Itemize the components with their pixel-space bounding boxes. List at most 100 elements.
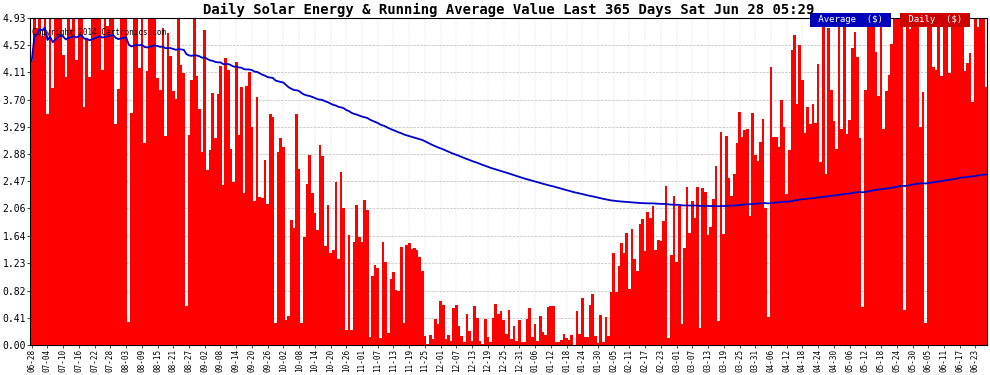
Bar bbox=[128, 321, 130, 345]
Bar bbox=[521, 342, 524, 345]
Bar bbox=[225, 58, 227, 345]
Bar bbox=[69, 30, 72, 345]
Bar bbox=[971, 102, 974, 345]
Bar bbox=[238, 135, 241, 345]
Bar bbox=[384, 262, 387, 345]
Bar bbox=[534, 324, 537, 345]
Bar bbox=[427, 344, 429, 345]
Bar bbox=[368, 336, 371, 345]
Bar bbox=[54, 13, 56, 345]
Bar bbox=[788, 150, 791, 345]
Bar bbox=[777, 147, 780, 345]
Bar bbox=[209, 150, 211, 345]
Bar bbox=[780, 100, 783, 345]
Bar bbox=[903, 310, 906, 345]
Bar bbox=[258, 197, 261, 345]
Bar bbox=[266, 204, 269, 345]
Bar bbox=[812, 104, 814, 345]
Bar bbox=[947, 73, 950, 345]
Bar bbox=[387, 333, 389, 345]
Bar bbox=[552, 306, 554, 345]
Bar bbox=[925, 323, 927, 345]
Bar bbox=[814, 123, 817, 345]
Bar bbox=[214, 138, 217, 345]
Bar bbox=[319, 145, 322, 345]
Bar bbox=[636, 271, 639, 345]
Bar bbox=[457, 326, 460, 345]
Bar bbox=[670, 255, 672, 345]
Bar bbox=[72, 17, 75, 345]
Bar bbox=[327, 205, 330, 345]
Bar bbox=[366, 210, 368, 345]
Bar bbox=[486, 337, 489, 345]
Bar bbox=[408, 243, 411, 345]
Bar bbox=[791, 50, 793, 345]
Bar bbox=[649, 218, 651, 345]
Bar bbox=[759, 141, 761, 345]
Bar bbox=[524, 342, 526, 345]
Bar bbox=[809, 124, 812, 345]
Bar bbox=[748, 216, 751, 345]
Bar bbox=[340, 172, 343, 345]
Bar bbox=[950, 13, 953, 345]
Bar bbox=[667, 338, 670, 345]
Bar bbox=[672, 196, 675, 345]
Bar bbox=[858, 138, 861, 345]
Bar bbox=[104, 13, 107, 345]
Bar bbox=[869, 13, 872, 345]
Bar bbox=[830, 90, 833, 345]
Bar bbox=[243, 193, 246, 345]
Bar bbox=[982, 13, 985, 345]
Bar bbox=[623, 253, 626, 345]
Bar bbox=[217, 94, 219, 345]
Bar bbox=[686, 188, 688, 345]
Bar bbox=[554, 342, 557, 345]
Bar bbox=[909, 29, 911, 345]
Bar bbox=[822, 13, 825, 345]
Bar bbox=[696, 187, 699, 345]
Bar bbox=[694, 217, 696, 345]
Bar bbox=[133, 13, 136, 345]
Title: Daily Solar Energy & Running Average Value Last 365 Days Sat Jun 28 05:29: Daily Solar Energy & Running Average Val… bbox=[203, 3, 815, 17]
Bar bbox=[56, 13, 59, 345]
Bar bbox=[896, 13, 898, 345]
Bar bbox=[560, 340, 562, 345]
Bar bbox=[379, 338, 382, 345]
Bar bbox=[440, 301, 442, 345]
Bar bbox=[169, 56, 172, 345]
Bar bbox=[330, 254, 332, 345]
Bar bbox=[882, 129, 885, 345]
Bar bbox=[85, 39, 88, 345]
Bar bbox=[958, 13, 961, 345]
Bar bbox=[290, 220, 293, 345]
Bar bbox=[185, 306, 188, 345]
Bar bbox=[688, 233, 691, 345]
Bar bbox=[156, 78, 158, 345]
Bar bbox=[101, 70, 104, 345]
Bar bbox=[845, 134, 848, 345]
Bar bbox=[702, 188, 704, 345]
Bar bbox=[151, 13, 153, 345]
Bar bbox=[825, 174, 828, 345]
Bar bbox=[639, 224, 642, 345]
Bar bbox=[429, 334, 432, 345]
Bar bbox=[594, 336, 597, 345]
Bar bbox=[371, 276, 374, 345]
Bar bbox=[793, 35, 796, 345]
Bar bbox=[938, 13, 940, 345]
Bar bbox=[125, 13, 128, 345]
Bar bbox=[311, 193, 314, 345]
Bar bbox=[107, 26, 109, 345]
Bar bbox=[287, 316, 290, 345]
Bar bbox=[562, 334, 565, 345]
Bar bbox=[33, 13, 36, 345]
Bar bbox=[578, 334, 581, 345]
Bar bbox=[591, 294, 594, 345]
Bar bbox=[906, 13, 909, 345]
Bar bbox=[665, 186, 667, 345]
Bar bbox=[898, 13, 901, 345]
Bar bbox=[662, 220, 665, 345]
Bar bbox=[843, 20, 845, 345]
Bar bbox=[890, 44, 893, 345]
Bar bbox=[117, 89, 120, 345]
